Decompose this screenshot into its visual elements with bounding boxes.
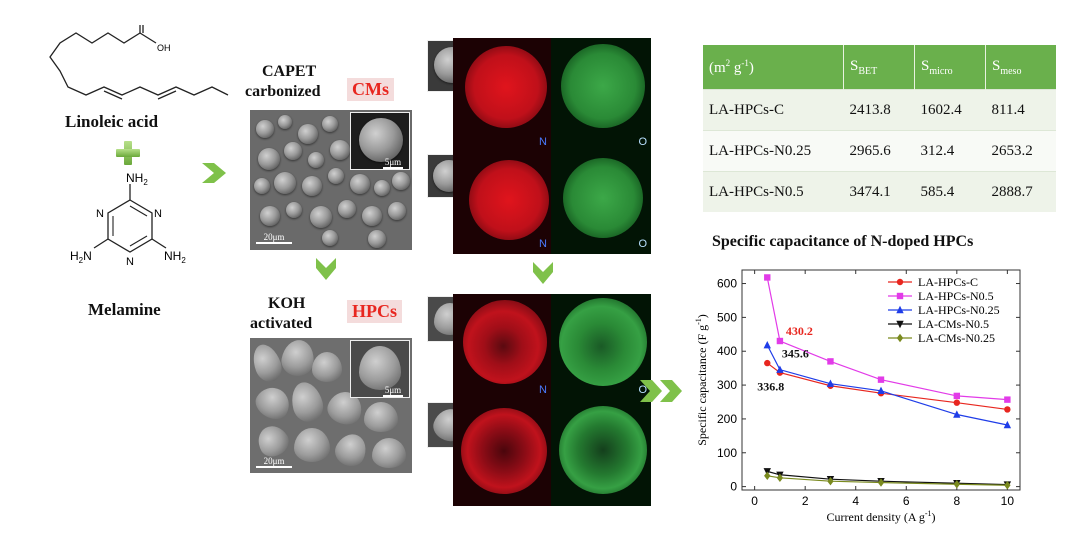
y-tick-label: 0 [730, 480, 737, 494]
cms-scalebar: 20μm [256, 232, 292, 244]
hpcs-map-1: N O [425, 294, 651, 400]
x-tick-label: 4 [852, 494, 859, 508]
y-tick-label: 100 [717, 446, 737, 460]
cms-sem-image: 5μm 20μm [250, 110, 412, 250]
data-point-LA-CMs-N0.25 [877, 478, 885, 487]
legend-marker [896, 292, 904, 300]
data-point-LA-HPCs-N0.5 [1004, 396, 1011, 403]
capet-label-line2: carbonized [245, 83, 321, 100]
hpcs-sem-image: 5μm 20μm [250, 338, 412, 473]
chevron-down-icon [533, 262, 553, 284]
data-point-LA-HPCs-N0.5 [764, 274, 771, 281]
chevron-down-icon [316, 258, 336, 280]
hpcs-tag: HPCs [347, 300, 402, 323]
capacitance-chart: 0 100 200 300 400 500 600 0 2 4 6 8 10 Current densit… [694, 269, 1021, 524]
data-point-LA-HPCs-N0.5 [877, 376, 885, 383]
data-point-LA-HPCs-N0.25 [1003, 420, 1012, 429]
data-point-LA-CMs-N0.25 [953, 480, 961, 489]
surface-area-table: (m2 g-1) SBET Smicro Smeso LA-HPCs-C 2413… [703, 45, 1056, 212]
data-label: 430.2 [786, 324, 813, 338]
x-tick-label: 10 [1001, 494, 1015, 508]
y-axis-label: Specific capacitance (F g-1) [694, 314, 709, 446]
table-row: LA-HPCs-N0.5 3474.1 585.4 2888.7 [703, 171, 1056, 212]
svg-text:H2N: H2N [70, 249, 92, 265]
data-point-LA-HPCs-N0.5 [776, 337, 784, 345]
data-point-LA-HPCs-N0.25 [953, 410, 961, 418]
data-point-LA-HPCs-N0.25 [877, 386, 885, 395]
melamine-structure: NH2 H2N NH2 N N N [70, 171, 186, 268]
y-tick-label: 500 [717, 310, 737, 324]
svg-text:NH2: NH2 [164, 249, 186, 265]
data-label: 336.8 [757, 380, 784, 394]
legend-entry: LA-HPCs-C [918, 275, 978, 289]
table-header-sbet: SBET [843, 45, 915, 90]
legend-entry: LA-HPCs-N0.5 [918, 289, 994, 303]
series-line-LA-HPCs-N0.25 [766, 344, 1008, 426]
koh-label-line1: KOH [268, 295, 306, 312]
svg-text:NH2: NH2 [126, 171, 148, 187]
melamine-label: Melamine [88, 300, 161, 319]
data-point-LA-HPCs-C [953, 399, 961, 406]
x-tick-label: 2 [802, 494, 809, 508]
chevron-right-icon [202, 163, 226, 183]
series-line-LA-HPCs-N0.5 [766, 277, 1008, 401]
plot-frame [741, 269, 1021, 491]
x-axis-label: Current density (A g-1) [827, 509, 936, 524]
table-row: LA-HPCs-N0.25 2965.6 312.4 2653.2 [703, 130, 1056, 172]
legend-marker [896, 320, 904, 329]
linoleic-acid-label: Linoleic acid [65, 112, 159, 131]
y-tick-label: 200 [717, 412, 737, 426]
cms-tag: CMs [347, 78, 394, 101]
legend-entry: LA-HPCs-N0.25 [918, 303, 1000, 317]
table-unit-header: (m2 g-1) [703, 45, 844, 90]
y-tick-label: 600 [717, 277, 737, 291]
capet-label-line1: CAPET [262, 63, 317, 80]
table-header-smeso: Smeso [985, 45, 1056, 90]
x-tick-label: 8 [953, 494, 960, 508]
cms-map-1: N O [425, 38, 651, 152]
hpcs-sem-inset: 5μm [350, 340, 410, 398]
linoleic-acid-structure: OH [49, 25, 229, 100]
data-point-LA-HPCs-N0.5 [827, 358, 834, 365]
legend-entry: LA-CMs-N0.25 [918, 331, 995, 345]
svg-text:N: N [126, 256, 134, 268]
data-point-LA-HPCs-C [764, 359, 771, 367]
double-chevron-right-icon [640, 380, 682, 402]
data-point-LA-CMs-N0.25 [1004, 481, 1011, 490]
svg-text:N: N [154, 208, 162, 220]
x-tick-label: 0 [751, 494, 758, 508]
x-tick-label: 6 [903, 494, 910, 508]
data-label: 345.6 [782, 347, 809, 361]
table-header-smicro: Smicro [914, 45, 986, 90]
hpcs-scalebar: 20μm [256, 456, 292, 468]
legend-marker [896, 333, 904, 343]
data-point-LA-HPCs-N0.25 [776, 365, 784, 373]
hpcs-map-2 [425, 400, 651, 506]
plus-icon [116, 141, 140, 165]
legend-marker [896, 278, 904, 286]
svg-text:N: N [96, 208, 104, 220]
data-point-LA-HPCs-C [1004, 406, 1011, 413]
y-tick-label: 400 [717, 344, 737, 358]
table-row: LA-HPCs-C 2413.8 1602.4 811.4 [703, 89, 1056, 131]
data-point-LA-HPCs-N0.25 [763, 340, 771, 349]
series-line-LA-HPCs-C [766, 362, 1008, 411]
acid-oh-text: OH [157, 43, 171, 53]
data-point-LA-HPCs-N0.25 [826, 379, 835, 387]
cms-map-2: N O [425, 152, 651, 254]
y-tick-label: 300 [717, 378, 737, 392]
cms-sem-inset: 5μm [350, 112, 410, 170]
legend-entry: LA-CMs-N0.5 [918, 317, 989, 331]
koh-label-line2: activated [250, 315, 313, 332]
chart-title: Specific capacitance of N-doped HPCs [712, 233, 974, 250]
legend-marker [896, 305, 904, 314]
data-point-LA-HPCs-N0.5 [953, 392, 961, 400]
data-point-LA-CMs-N0.25 [764, 471, 771, 480]
